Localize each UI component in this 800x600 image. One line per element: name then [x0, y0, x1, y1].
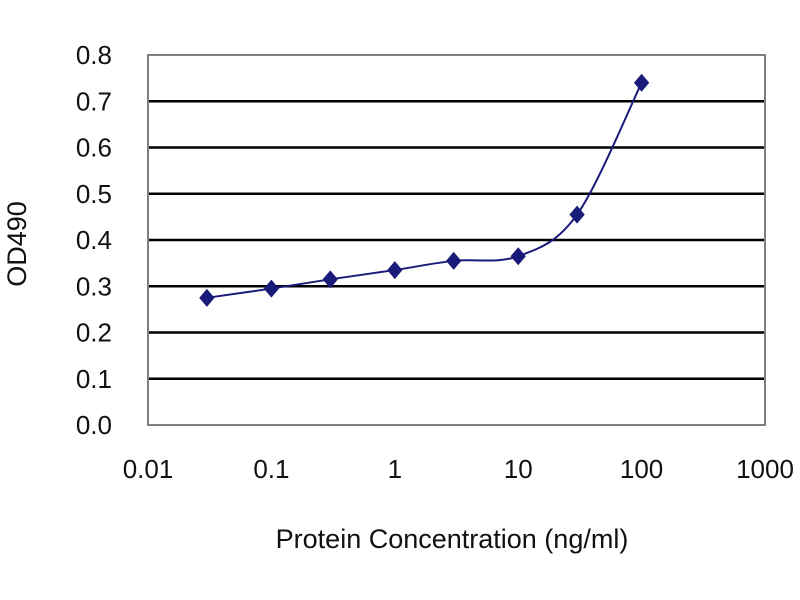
data-point-marker — [263, 279, 280, 298]
y-tick-label: 0.5 — [76, 179, 112, 209]
y-tick-label: 0.8 — [76, 40, 112, 70]
y-tick-label: 0.2 — [76, 318, 112, 348]
x-tick-label: 10 — [504, 454, 533, 484]
x-tick-label: 1000 — [736, 454, 794, 484]
y-tick-label: 0.0 — [76, 410, 112, 440]
x-axis-title: Protein Concentration (ng/ml) — [276, 524, 629, 554]
data-point-marker — [510, 247, 526, 266]
x-tick-label: 100 — [620, 454, 663, 484]
data-point-marker — [569, 205, 585, 224]
y-axis-title: OD490 — [2, 201, 32, 287]
grid-lines — [148, 100, 765, 380]
x-tick-label: 0.1 — [253, 454, 289, 484]
data-point-marker — [387, 261, 403, 280]
data-point-marker — [199, 288, 215, 307]
series-line — [206, 82, 643, 299]
data-point-marker — [633, 73, 650, 92]
data-point-marker — [322, 270, 338, 289]
y-tick-label: 0.4 — [76, 225, 112, 255]
x-tick-label: 1 — [388, 454, 402, 484]
plot-area — [147, 54, 766, 426]
x-axis-ticks: 0.01 0.1 1 10 100 1000 — [123, 454, 794, 484]
y-tick-label: 0.3 — [76, 271, 112, 301]
y-tick-label: 0.1 — [76, 364, 112, 394]
data-markers — [199, 73, 650, 307]
x-tick-label: 0.01 — [123, 454, 174, 484]
y-axis-ticks: 0.0 0.1 0.2 0.3 0.4 0.5 0.6 0.7 0.8 — [76, 40, 112, 440]
y-tick-label: 0.7 — [76, 86, 112, 116]
data-point-marker — [446, 251, 462, 270]
y-tick-label: 0.6 — [76, 133, 112, 163]
